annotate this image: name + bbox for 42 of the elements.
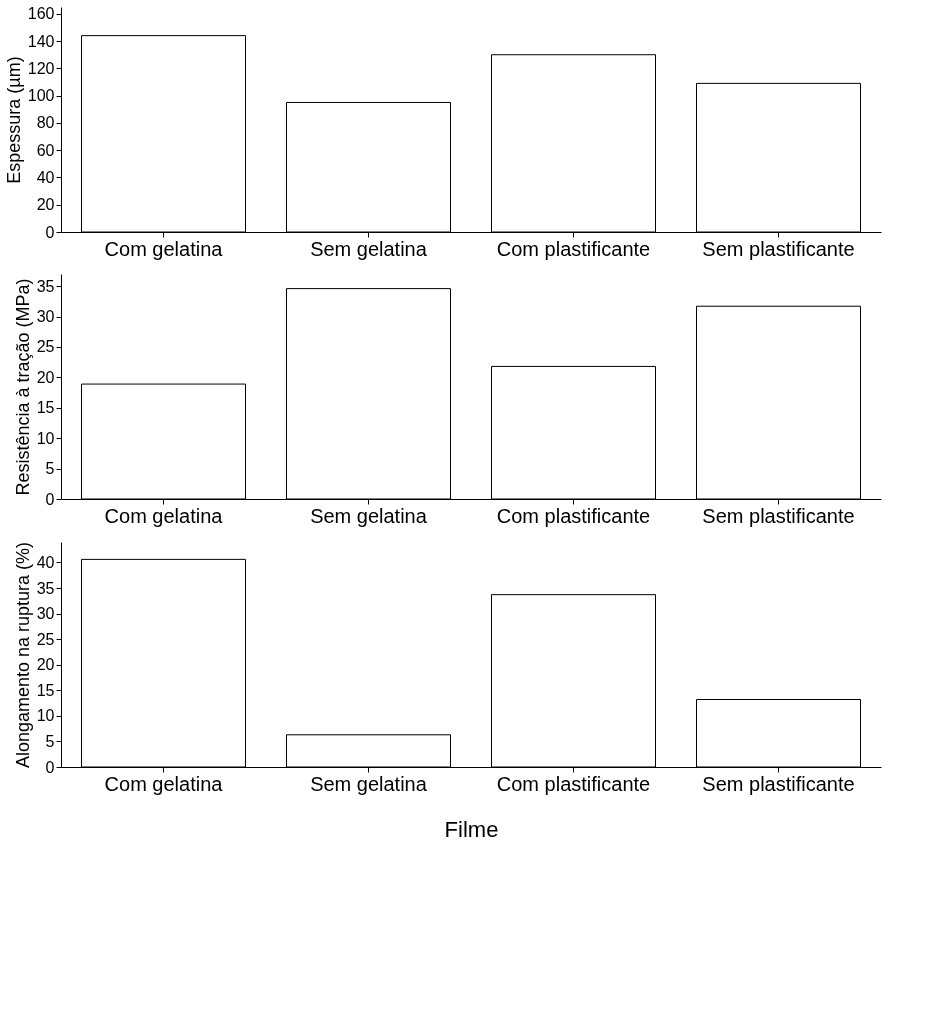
x-tick-label: Sem gelatina <box>310 237 428 260</box>
y-tick-label: 40 <box>36 553 55 571</box>
y-tick-label: 0 <box>45 223 55 241</box>
y-tick-label: 35 <box>36 579 55 597</box>
x-tick-label: Com gelatina <box>104 772 224 795</box>
y-tick-label: 20 <box>36 368 55 386</box>
y-axis-title: Espessura (µm) <box>3 56 24 184</box>
x-axis-title: Filme <box>444 816 499 842</box>
x-tick-label: Sem gelatina <box>310 772 428 795</box>
y-tick-label: 40 <box>36 168 55 186</box>
x-tick-label: Sem plastificante <box>702 504 855 527</box>
y-tick-label: 15 <box>36 399 55 417</box>
x-tick-label: Sem gelatina <box>310 504 428 527</box>
x-tick-label: Com gelatina <box>104 237 224 260</box>
y-tick-label: 25 <box>36 630 55 648</box>
y-tick-label: 0 <box>45 758 55 776</box>
y-tick-label: 10 <box>36 707 55 725</box>
x-tick-label: Com gelatina <box>104 504 224 527</box>
y-tick-label: 160 <box>27 5 55 23</box>
y-tick-label: 140 <box>27 32 55 50</box>
y-tick-label: 35 <box>36 277 55 295</box>
x-tick-label: Sem plastificante <box>702 237 855 260</box>
y-tick-label: 20 <box>36 656 55 674</box>
y-axis-title: Alongamento na ruptura (%) <box>12 541 33 769</box>
y-axis-title: Resistência à tração (MPa) <box>12 278 33 496</box>
y-tick-label: 5 <box>45 732 55 750</box>
y-tick-label: 80 <box>36 114 55 132</box>
y-tick-label: 5 <box>45 460 55 478</box>
y-tick-label: 120 <box>27 59 55 77</box>
x-tick-label: Com plastificante <box>496 504 651 527</box>
y-tick-label: 25 <box>36 338 55 356</box>
x-tick-label: Sem plastificante <box>702 772 855 795</box>
y-tick-label: 20 <box>36 196 55 214</box>
y-tick-label: 30 <box>36 308 55 326</box>
x-tick-label: Com plastificante <box>496 772 651 795</box>
y-tick-label: 30 <box>36 605 55 623</box>
y-tick-label: 10 <box>36 429 55 447</box>
y-tick-label: 100 <box>27 87 55 105</box>
x-tick-label: Com plastificante <box>496 237 651 260</box>
y-tick-label: 15 <box>36 681 55 699</box>
y-tick-label: 60 <box>36 141 55 159</box>
y-tick-label: 0 <box>45 490 55 508</box>
